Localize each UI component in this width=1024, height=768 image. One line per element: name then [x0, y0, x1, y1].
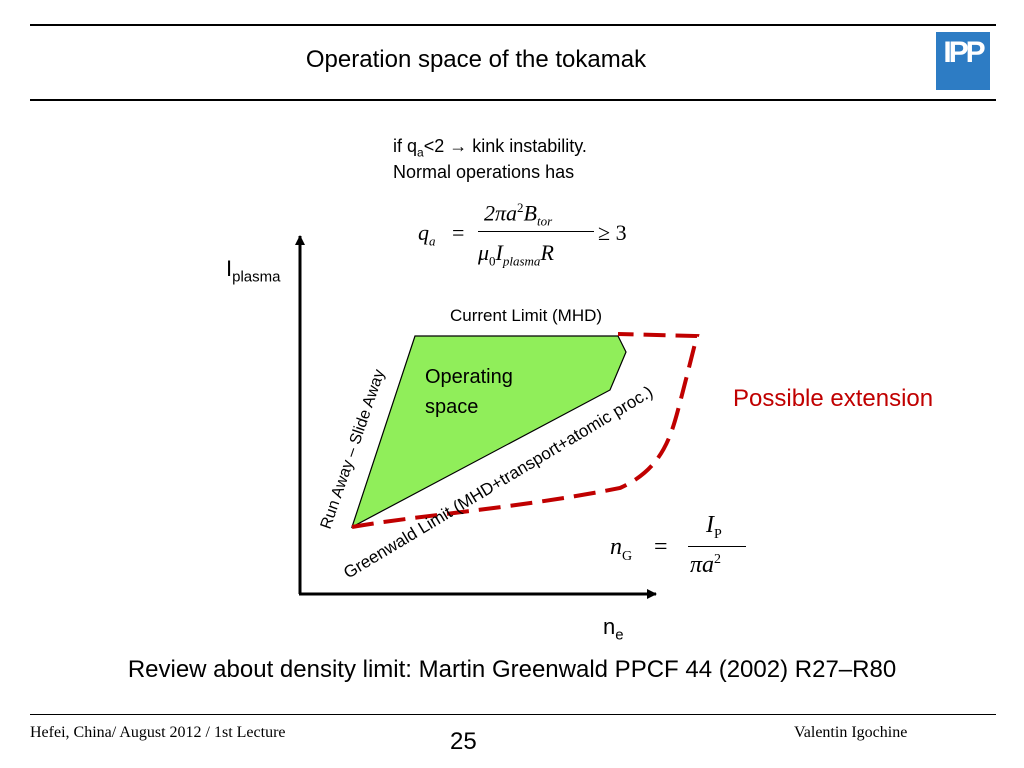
review-reference: Review about density limit: Martin Green…	[127, 656, 897, 683]
ng-denominator: πa2	[690, 552, 722, 578]
q-lhs: qa	[418, 220, 436, 249]
footer-left: Hefei, China/ August 2012 / 1st Lecture	[30, 724, 286, 741]
current-limit-label: Current Limit (MHD)	[450, 306, 603, 325]
greenwald-formula: nG = IP πa2	[610, 512, 750, 592]
possible-extension-label: Possible extension	[733, 385, 934, 412]
ng-lhs: nG	[610, 534, 633, 564]
kink-note-suffix: <2 → kink instability.	[423, 136, 587, 156]
q-fraction-bar	[478, 231, 594, 232]
y-axis-label: Iplasma	[226, 256, 281, 286]
q-rhs: ≥ 3	[598, 220, 627, 245]
top-rule	[30, 24, 996, 26]
kink-note-line2: Normal operations has	[393, 162, 575, 182]
kink-note-line1: if qa<2 → kink instability.	[393, 136, 587, 160]
possible-extension-outline	[351, 332, 700, 529]
footer-rule	[30, 714, 996, 715]
q-denominator: μ0IplasmaR	[478, 240, 554, 269]
page-title: Operation space of the tokamak	[305, 46, 647, 73]
header-rule	[30, 99, 996, 101]
ng-eq: =	[654, 534, 668, 560]
ng-fraction-bar	[688, 546, 746, 547]
kink-note-prefix: if q	[393, 136, 418, 156]
x-axis-label: ne	[603, 614, 624, 644]
ng-numerator: IP	[706, 512, 722, 542]
kink-note-sub: a	[417, 145, 424, 160]
footer-author: Valentin Igochine	[794, 724, 908, 741]
q-eq: =	[452, 220, 465, 245]
ipp-logo	[936, 32, 990, 90]
ipp-logo-text: IPP	[943, 36, 985, 69]
q-formula: qa = 2πa2Btor μ0IplasmaR ≥ 3	[418, 200, 628, 280]
q-numerator: 2πa2Btor	[484, 200, 553, 229]
operating-space-label: Operating space	[425, 366, 513, 418]
page-number: 25	[450, 728, 477, 755]
operating-space-region	[350, 335, 627, 529]
